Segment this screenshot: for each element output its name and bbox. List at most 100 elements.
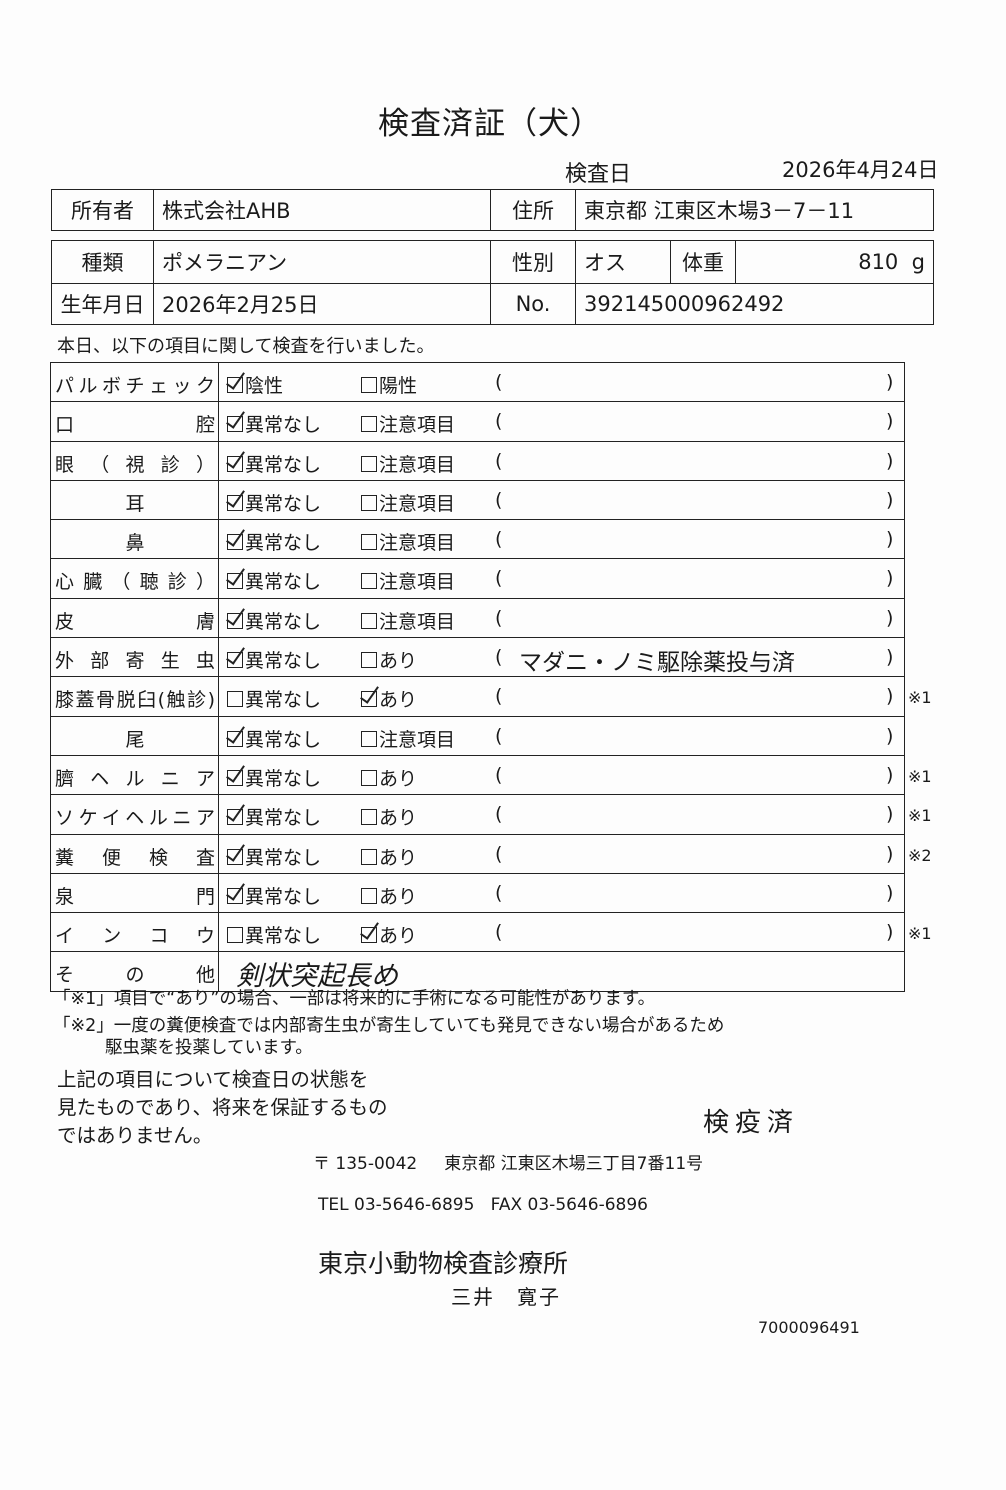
inspection-row: 耳 異常なし 注意項目 ( ) xyxy=(51,480,904,521)
checkbox[interactable] xyxy=(227,534,243,551)
checkbox[interactable] xyxy=(227,730,243,747)
clinic-address: 〒 135-0042 東京都 江東区木場三丁目7番11号 xyxy=(313,1149,703,1174)
checkbox[interactable] xyxy=(227,691,243,708)
option-finding[interactable]: あり xyxy=(361,921,417,948)
paren-close: ) xyxy=(886,646,894,669)
no-label: No. xyxy=(490,283,576,325)
checkbox[interactable] xyxy=(227,652,243,669)
checkbox[interactable] xyxy=(227,416,243,433)
option-normal[interactable]: 異常なし xyxy=(227,685,321,712)
option-finding[interactable]: 注意項目 xyxy=(361,528,455,555)
checkbox[interactable] xyxy=(361,612,377,629)
checkbox[interactable] xyxy=(227,455,243,472)
option-finding[interactable]: 注意項目 xyxy=(361,567,455,594)
checkbox[interactable] xyxy=(361,573,377,590)
weight-value: 810 xyxy=(858,250,899,274)
option-finding[interactable]: 注意項目 xyxy=(361,489,455,516)
option-label: 異常なし xyxy=(245,846,322,869)
paren-open: ( xyxy=(495,449,503,472)
footnote-mark: ※1 xyxy=(908,924,932,944)
checkbox[interactable] xyxy=(361,730,377,747)
paren-close: ) xyxy=(886,921,894,944)
option-finding[interactable]: 注意項目 xyxy=(361,410,455,437)
checkbox[interactable] xyxy=(361,416,377,433)
column-divider xyxy=(218,834,219,873)
checkbox[interactable] xyxy=(227,927,243,944)
option-label: 注意項目 xyxy=(379,453,456,476)
paren-open: ( xyxy=(495,410,503,433)
breed-label: 種類 xyxy=(51,240,154,284)
option-normal[interactable]: 異常なし xyxy=(227,567,321,594)
handwritten-note: 剣状突起長め xyxy=(236,961,398,993)
item-label: 口腔 xyxy=(55,414,215,437)
checkbox[interactable] xyxy=(361,927,377,944)
inspection-row: 鼻 異常なし 注意項目 ( ) xyxy=(51,520,904,560)
option-finding[interactable]: 陽性 xyxy=(361,371,417,398)
checkbox[interactable] xyxy=(227,809,243,826)
option-finding[interactable]: 注意項目 xyxy=(361,450,455,477)
option-normal[interactable]: 異常なし xyxy=(227,725,321,752)
option-finding[interactable]: 注意項目 xyxy=(361,725,455,752)
checkbox[interactable] xyxy=(361,455,377,472)
option-finding[interactable]: あり xyxy=(361,764,417,791)
paren-close: ) xyxy=(886,842,894,865)
no-value: 392145000962492 xyxy=(575,283,934,325)
footnote-mark: ※1 xyxy=(908,766,932,786)
checkbox[interactable] xyxy=(361,809,377,826)
paren-open: ( xyxy=(495,606,503,629)
checkbox[interactable] xyxy=(227,612,243,629)
option-normal[interactable]: 異常なし xyxy=(227,528,321,555)
paren-close: ) xyxy=(886,528,894,551)
option-label: 注意項目 xyxy=(379,571,456,594)
option-normal[interactable]: 異常なし xyxy=(227,764,321,791)
checkbox[interactable] xyxy=(361,494,377,511)
option-normal[interactable]: 異常なし xyxy=(227,921,321,948)
option-finding[interactable]: あり xyxy=(361,685,417,712)
item-label: インコウ xyxy=(55,925,215,948)
checkbox[interactable] xyxy=(227,848,243,865)
item-label: 外部寄生虫 xyxy=(55,650,215,673)
option-normal[interactable]: 異常なし xyxy=(227,646,321,673)
option-finding[interactable]: あり xyxy=(361,843,417,870)
option-normal[interactable]: 異常なし xyxy=(227,450,321,477)
paren-open: ( xyxy=(495,763,503,786)
option-finding[interactable]: あり xyxy=(361,803,417,830)
checkbox[interactable] xyxy=(227,769,243,786)
paren-close: ) xyxy=(886,606,894,629)
checkbox[interactable] xyxy=(227,887,243,904)
checkbox[interactable] xyxy=(361,652,377,669)
paren-close: ) xyxy=(886,763,894,786)
paren-close: ) xyxy=(886,881,894,904)
checkbox[interactable] xyxy=(361,377,377,393)
option-normal[interactable]: 異常なし xyxy=(227,843,321,870)
option-normal[interactable]: 異常なし xyxy=(227,882,321,909)
checkbox[interactable] xyxy=(361,887,377,904)
option-finding[interactable]: あり xyxy=(361,646,417,673)
item-label: 耳 xyxy=(125,492,145,515)
option-normal[interactable]: 異常なし xyxy=(227,489,321,516)
checkbox[interactable] xyxy=(361,691,377,708)
item-note: マダニ・ノミ駆除薬投与済 xyxy=(519,650,795,677)
checkbox[interactable] xyxy=(227,494,243,511)
option-label: 異常なし xyxy=(245,925,322,948)
option-normal[interactable]: 異常なし xyxy=(227,410,321,437)
checkbox[interactable] xyxy=(361,848,377,865)
option-label: 異常なし xyxy=(245,689,322,712)
column-divider xyxy=(218,638,219,677)
option-finding[interactable]: 注意項目 xyxy=(361,607,455,634)
item-label: その他 xyxy=(55,964,215,987)
checkbox[interactable] xyxy=(361,769,377,786)
option-finding[interactable]: あり xyxy=(361,882,417,909)
option-normal[interactable]: 異常なし xyxy=(227,607,321,634)
checkbox[interactable] xyxy=(227,573,243,590)
checkbox[interactable] xyxy=(361,534,377,551)
paren-close: ) xyxy=(886,567,894,590)
checkbox[interactable] xyxy=(227,377,243,393)
column-divider xyxy=(218,677,219,716)
column-divider xyxy=(218,520,219,559)
footnote-mark: ※1 xyxy=(908,806,932,826)
item-label: ソケイヘルニア xyxy=(55,807,215,830)
option-label: 異常なし xyxy=(245,807,322,830)
option-normal[interactable]: 陰性 xyxy=(227,371,283,398)
option-normal[interactable]: 異常なし xyxy=(227,803,321,830)
